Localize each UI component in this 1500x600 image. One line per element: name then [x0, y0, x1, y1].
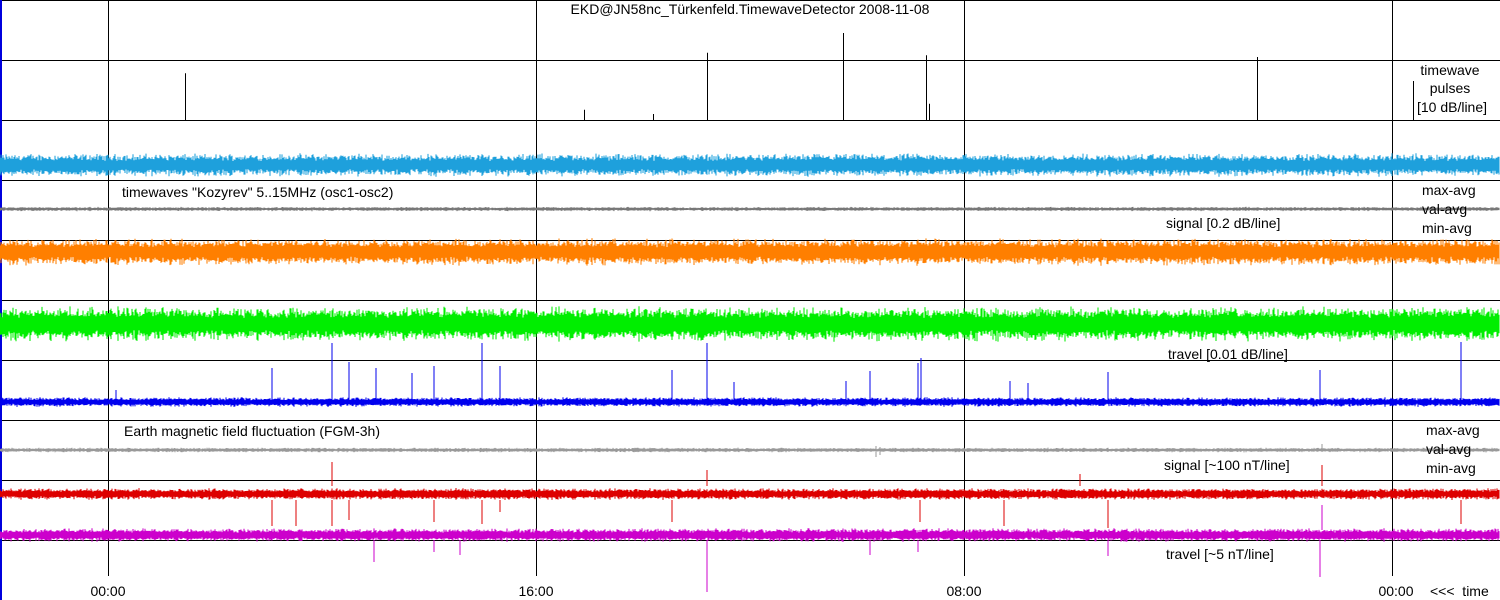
pulses-label-line-1: timewave	[1420, 62, 1479, 78]
series-magnetic-signal	[0, 488, 1500, 500]
pulses-label-line-2: pulses	[1430, 80, 1470, 96]
kozyrev-heading: timewaves "Kozyrev" 5..15MHz (osc1-osc2)	[122, 184, 393, 200]
magnetic-heading: Earth magnetic field fluctuation (FGM-3h…	[124, 423, 380, 439]
kozyrev-travel-label: travel [0.01 dB/line]	[1168, 346, 1288, 362]
series-kozyrev-min-avg	[0, 238, 1500, 266]
time-tick-label-4: 00:00	[1378, 583, 1413, 599]
pulses-label-line-3: [10 dB/line]	[1417, 99, 1487, 115]
series-magnetic-signal-spikes	[271, 462, 1462, 528]
series-kozyrev-travel	[0, 306, 1500, 342]
chart-title: EKD@JN58nc_Türkenfeld.TimewaveDetector 2…	[571, 1, 930, 17]
series-layer	[0, 33, 1500, 592]
series-kozyrev-val-avg	[0, 206, 1500, 212]
time-tick-label-2: 16:00	[518, 583, 553, 599]
time-tick-label-1: 00:00	[90, 583, 125, 599]
kozyrev-label-val-avg: val-avg	[1422, 201, 1467, 217]
magnetic-signal-label: signal [~100 nT/line]	[1164, 457, 1290, 473]
magnetic-travel-label: travel [~5 nT/line]	[1166, 546, 1274, 562]
kozyrev-label-min-avg: min-avg	[1422, 220, 1472, 236]
time-direction-label: <<< time	[1430, 583, 1489, 599]
magnetic-label-val-avg: val-avg	[1426, 441, 1471, 457]
series-magnetic-travel-spikes	[373, 505, 1323, 592]
series-magnetic-travel	[0, 528, 1500, 542]
time-tick-label-3: 08:00	[946, 583, 981, 599]
series-magnetic-val-avg	[0, 447, 1500, 453]
kozyrev-label-max-avg: max-avg	[1422, 182, 1476, 198]
magnetic-label-min-avg: min-avg	[1426, 460, 1476, 476]
series-kozyrev-travel-spikes	[115, 342, 1462, 400]
magnetic-label-max-avg: max-avg	[1426, 422, 1480, 438]
kozyrev-signal-label: signal [0.2 dB/line]	[1166, 215, 1280, 231]
series-magnetic-val-avg-spikes	[875, 444, 1323, 457]
series-kozyrev-max-avg	[0, 153, 1500, 177]
series-kozyrev-travel-pulses	[0, 397, 1500, 407]
